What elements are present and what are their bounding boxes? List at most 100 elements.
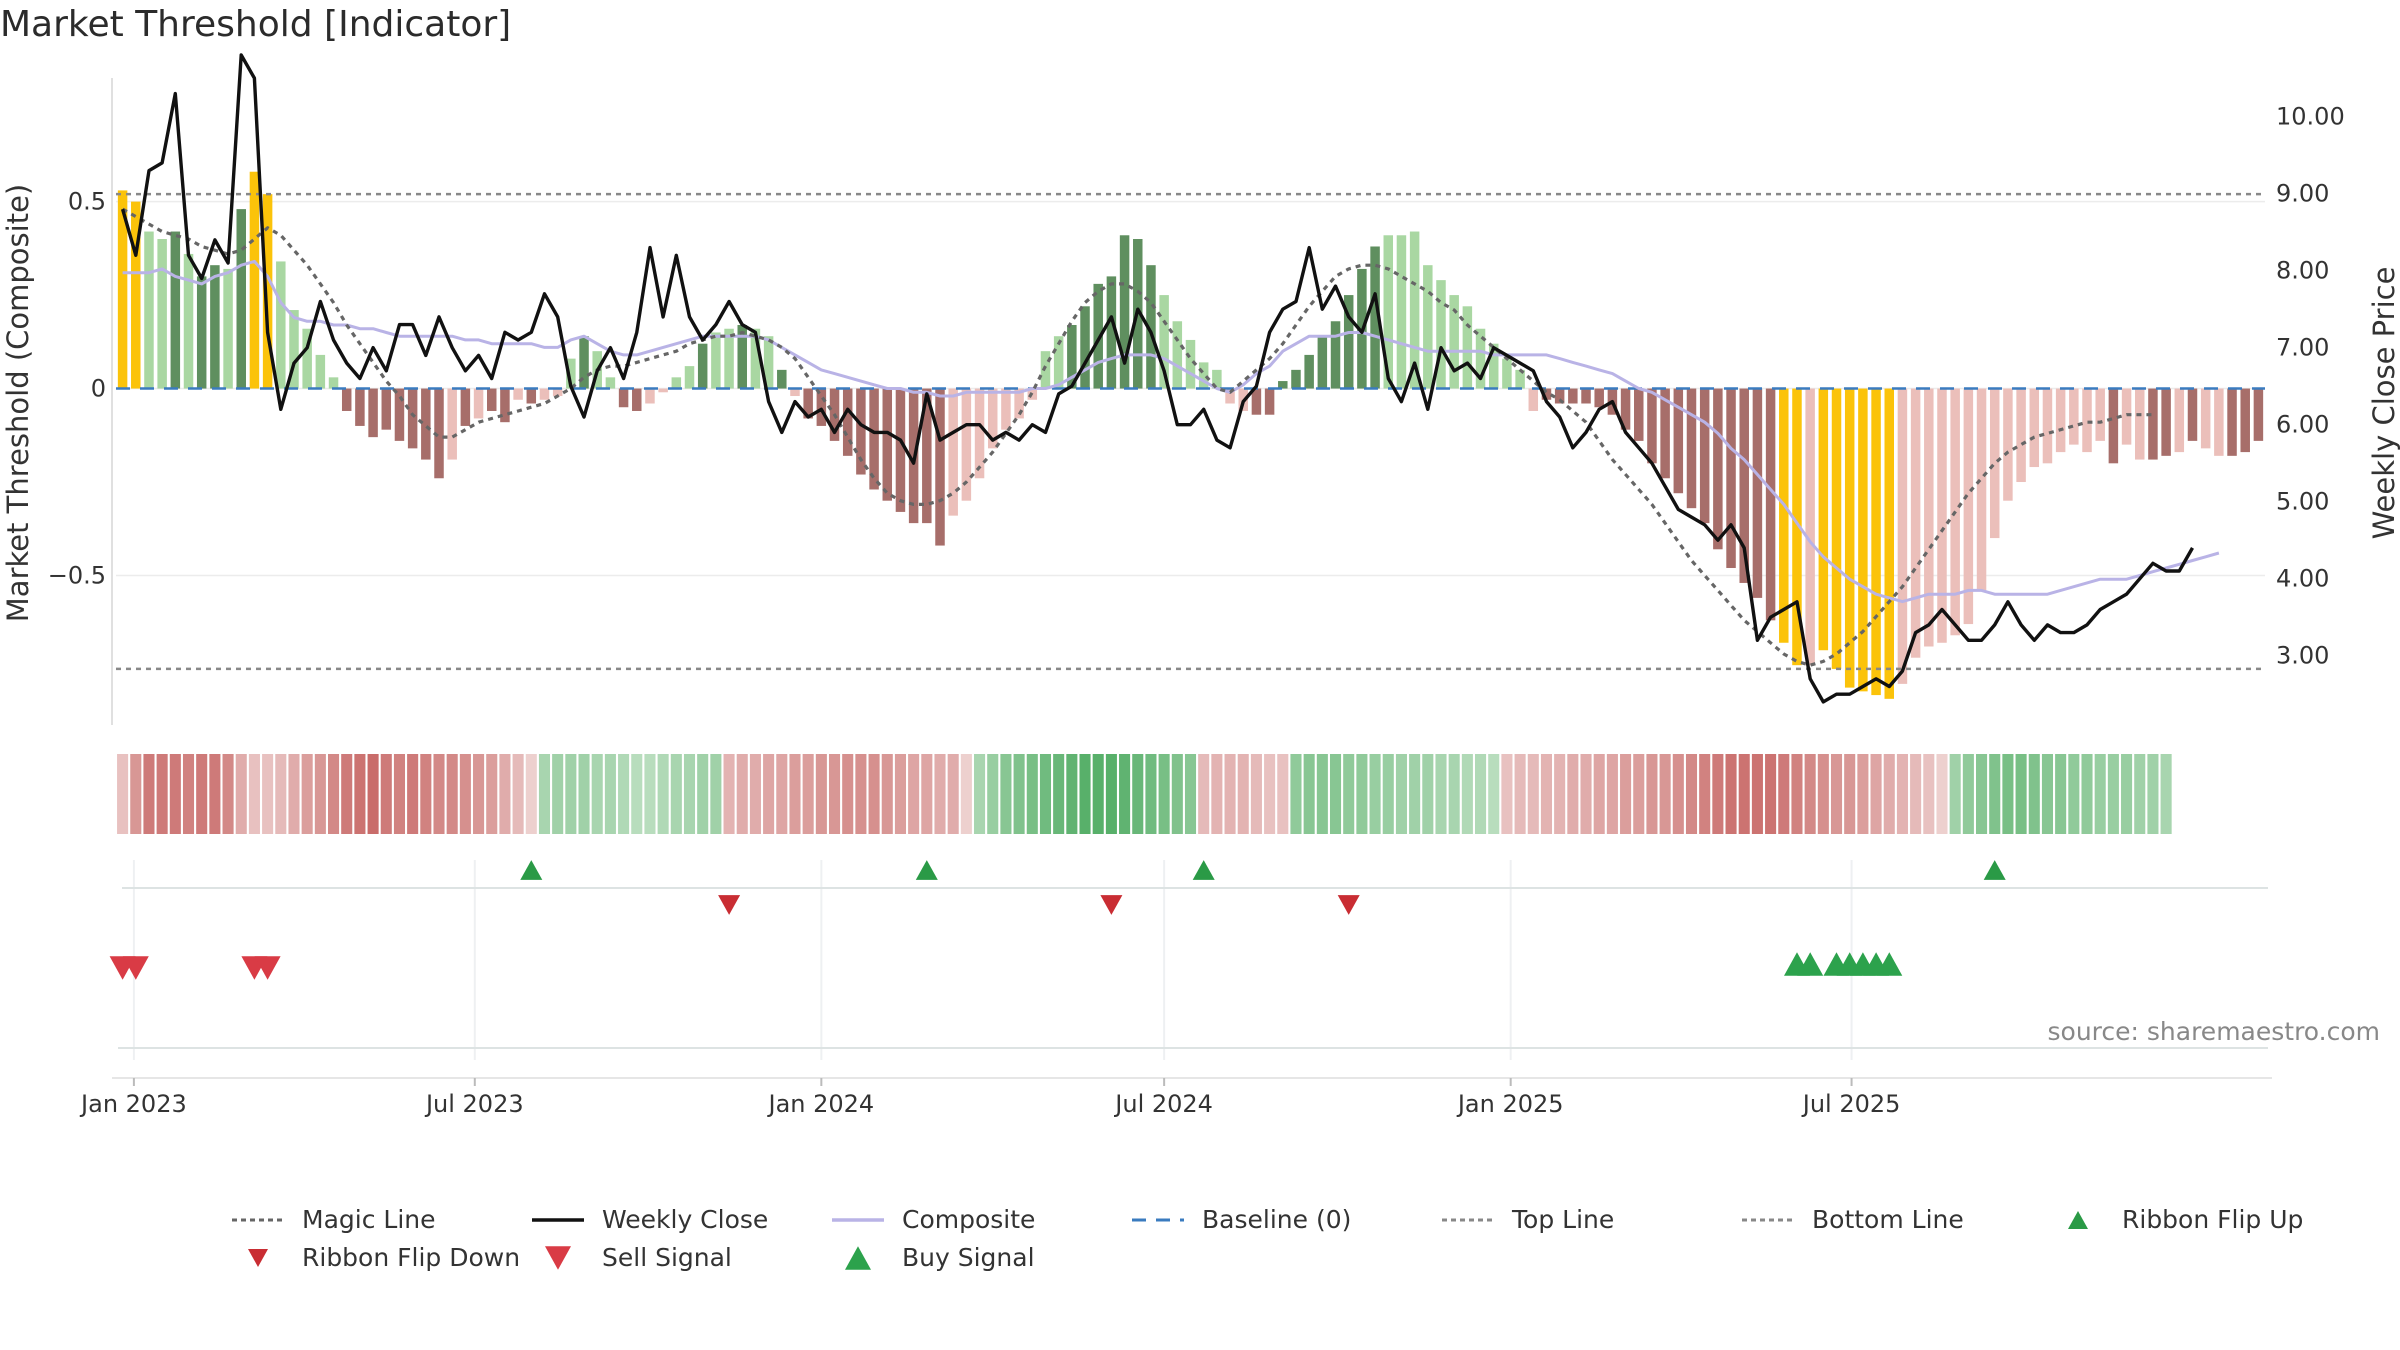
ribbon-cell	[1066, 754, 1078, 834]
histogram-bar	[2069, 388, 2079, 445]
histogram-bar	[935, 388, 945, 546]
histogram-bar	[816, 388, 827, 426]
histogram-bar	[1765, 388, 1776, 621]
legend-label: Bottom Line	[1812, 1205, 1964, 1234]
ribbon-cell	[1844, 754, 1856, 834]
ribbon-cell	[2028, 754, 2040, 834]
legend-swatch	[532, 1217, 584, 1222]
ribbon-cell	[2121, 754, 2133, 834]
x-tick-label: Jul 2024	[1113, 1090, 1213, 1118]
ribbon-cell	[1079, 754, 1091, 834]
histogram-bar	[697, 343, 708, 389]
legend-swatch	[832, 1217, 884, 1222]
ribbon-cell	[2055, 754, 2067, 834]
ribbon-cell	[1026, 754, 1038, 834]
ribbon-cell	[446, 754, 458, 834]
histogram-bar	[1647, 388, 1657, 464]
ribbon-cell	[248, 754, 260, 834]
ribbon-cell	[1277, 754, 1289, 834]
ribbon-cell	[591, 754, 603, 834]
histogram-bar	[262, 194, 273, 389]
y-left-tick-label: 0	[91, 375, 106, 403]
histogram-bar	[1515, 369, 1525, 389]
ribbon-flip-up-marker	[520, 860, 543, 880]
histogram-bar	[1739, 388, 1749, 583]
histogram-bar	[1620, 388, 1631, 430]
ribbon-cell	[1395, 754, 1407, 834]
histogram-bar	[1343, 295, 1354, 389]
ribbon-cell	[473, 754, 485, 834]
y-right-tick-label: 5.00	[2276, 488, 2329, 516]
histogram-bar	[2029, 388, 2040, 468]
histogram-bar	[434, 388, 444, 479]
ribbon-cell	[314, 754, 326, 834]
histogram-bar	[724, 328, 734, 389]
histogram-bar	[658, 388, 668, 393]
histogram-bar	[473, 388, 484, 419]
ribbon-cell	[1237, 754, 1249, 834]
histogram-bar	[2042, 388, 2053, 464]
ribbon-cell	[262, 754, 274, 834]
ribbon-cell	[1738, 754, 1750, 834]
ribbon-cell	[117, 754, 129, 834]
ribbon-cell	[235, 754, 247, 834]
ribbon-cell	[367, 754, 379, 834]
ribbon-cell	[934, 754, 946, 834]
ribbon-cell	[697, 754, 709, 834]
ribbon-cell	[1329, 754, 1342, 834]
ribbon-cell	[921, 754, 933, 834]
histogram-bar	[1172, 321, 1183, 389]
histogram-bar	[1897, 388, 1908, 684]
histogram-bar	[381, 388, 392, 430]
ribbon-cell	[565, 754, 577, 834]
legend-swatch	[248, 1248, 268, 1267]
histogram-bar	[1067, 324, 1077, 389]
histogram-bar	[1726, 388, 1736, 568]
legend-label: Ribbon Flip Down	[302, 1243, 521, 1272]
ribbon-cell	[1857, 754, 1869, 834]
line-series	[116, 53, 2265, 704]
ribbon-cell	[1659, 754, 1671, 834]
histogram-bar	[842, 388, 853, 456]
histogram-bar	[1634, 388, 1644, 441]
ribbon-cell	[736, 754, 748, 834]
ribbon-cell	[1303, 754, 1315, 834]
ribbon-cell	[499, 754, 511, 834]
ribbon-cell	[1962, 754, 1974, 834]
ribbon-cell	[275, 754, 287, 834]
ribbon-cell	[512, 754, 524, 834]
legend-label: Baseline (0)	[1202, 1205, 1352, 1234]
x-tick-label: Jan 2025	[1456, 1090, 1564, 1118]
histogram-bar	[2135, 388, 2145, 460]
ribbon-cell	[657, 754, 669, 834]
buy-signal-marker	[1876, 952, 1903, 976]
ribbon-cell	[420, 754, 432, 834]
histogram-bar	[1291, 369, 1301, 389]
ribbon-cell	[182, 754, 195, 834]
histogram-bar	[117, 190, 128, 389]
histogram-bar	[1976, 388, 1987, 591]
legend-item: Composite	[830, 1205, 1035, 1234]
ribbon-cell	[2041, 754, 2054, 834]
ribbon-cell	[196, 754, 208, 834]
histogram-bar	[1462, 306, 1473, 389]
ribbon-cell	[1976, 754, 1988, 834]
histogram-bar	[1884, 388, 1895, 699]
ribbon-cell	[2134, 754, 2146, 834]
ribbon-cell	[763, 754, 775, 834]
legend-swatch	[1442, 1218, 1494, 1221]
ribbon-cell	[1184, 754, 1197, 834]
histogram-bar	[2161, 388, 2171, 456]
ribbon-cell	[2107, 754, 2119, 834]
ribbon-cell	[1580, 754, 1592, 834]
ribbon-flip-down-marker	[1100, 895, 1123, 915]
source-label: source: sharemaestro.com	[2048, 1017, 2381, 1046]
ribbon-cell	[1369, 754, 1381, 834]
histogram-bar	[500, 388, 510, 423]
ribbon-cell	[1540, 754, 1553, 834]
ribbon-cell	[1171, 754, 1183, 834]
histogram-bar	[289, 310, 299, 389]
histogram-bar	[236, 209, 246, 389]
histogram-bar	[460, 388, 471, 426]
histogram-bar	[2227, 388, 2237, 456]
